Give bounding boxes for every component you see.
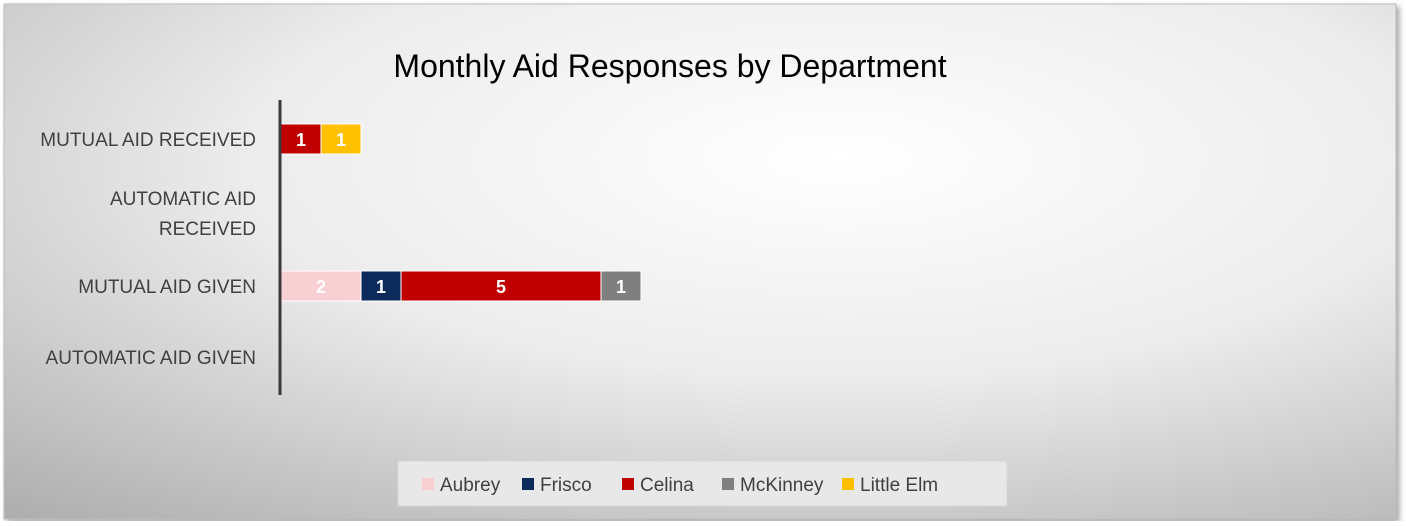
legend-swatch-frisco xyxy=(522,478,534,490)
legend-swatch-celina xyxy=(622,478,634,490)
data-label-mckinney-mutual-aid-given: 1 xyxy=(616,277,626,297)
legend-item-mckinney: McKinney xyxy=(722,475,824,496)
category-labels: MUTUAL AID RECEIVED AUTOMATIC AID RECEIVED… xyxy=(40,130,256,369)
legend-box xyxy=(397,460,1008,507)
legend-item-frisco: Frisco xyxy=(522,475,592,496)
legend-swatch-mckinney xyxy=(722,478,734,490)
bar-mckinney-mutual-aid-given xyxy=(600,270,642,302)
data-label-aubrey-mutual-aid-given: 2 xyxy=(316,277,326,297)
data-label-little-elm-mutual-aid-received: 1 xyxy=(336,130,346,150)
data-label-celina-mutual-aid-received: 1 xyxy=(296,130,306,150)
legend-swatch-little-elm xyxy=(842,478,854,490)
legend-item-celina: Celina xyxy=(622,475,694,496)
data-label-celina-mutual-aid-given: 5 xyxy=(496,277,506,297)
legend-item-little-elm: Little Elm xyxy=(842,475,938,496)
data-label-frisco-mutual-aid-given: 1 xyxy=(376,277,386,297)
category-label-automatic-aid-given: AUTOMATIC AID GIVEN xyxy=(46,348,256,369)
legend-label-frisco: Frisco xyxy=(540,475,592,496)
category-label-automatic-aid-received: AUTOMATIC AID RECEIVED xyxy=(110,189,256,240)
legend-item-aubrey: Aubrey xyxy=(422,475,501,496)
legend-label-little-elm: Little Elm xyxy=(860,475,938,496)
bar-celina-mutual-aid-received xyxy=(280,123,322,155)
category-label-mutual-aid-received: MUTUAL AID RECEIVED xyxy=(40,130,256,151)
legend-label-aubrey: Aubrey xyxy=(440,475,501,496)
legend-swatch-aubrey xyxy=(422,478,434,490)
category-label-mutual-aid-given: MUTUAL AID GIVEN xyxy=(78,277,256,298)
chart-title: Monthly Aid Responses by Department xyxy=(393,48,946,84)
legend: Aubrey Frisco Celina McKinney Little Elm xyxy=(397,460,1008,507)
legend-label-mckinney: McKinney xyxy=(740,475,824,496)
bars: 1 1 2 1 5 1 xyxy=(280,123,642,302)
legend-label-celina: Celina xyxy=(640,475,694,496)
bar-aubrey-mutual-aid-given xyxy=(280,270,362,302)
chart-background xyxy=(3,3,1397,520)
bar-little-elm-mutual-aid-received xyxy=(320,123,362,155)
